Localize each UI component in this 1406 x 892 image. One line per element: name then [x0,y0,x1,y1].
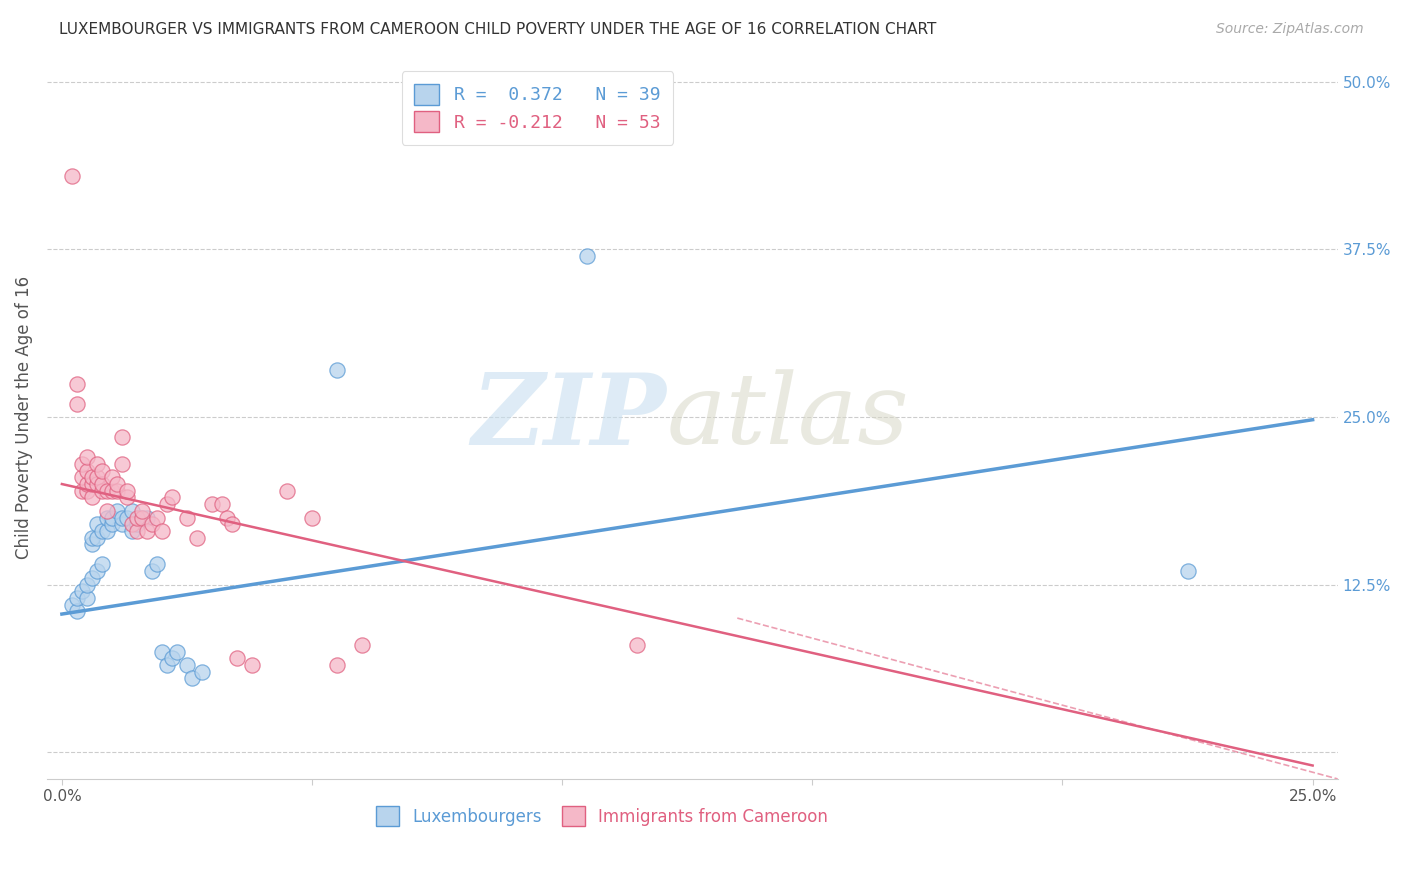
Point [80,537,103,551]
Point [66,376,89,391]
Point [70,483,93,498]
Point [626,638,648,652]
Point [111,517,134,532]
Point [66,604,89,618]
Point [125,524,148,538]
Point [96,510,118,524]
Point [90,477,112,491]
Point [60,169,83,183]
Point [101,517,124,532]
Point [60,598,83,612]
Point [101,470,124,484]
Text: atlas: atlas [666,369,910,465]
Text: LUXEMBOURGER VS IMMIGRANTS FROM CAMEROON CHILD POVERTY UNDER THE AGE OF 16 CORRE: LUXEMBOURGER VS IMMIGRANTS FROM CAMEROON… [59,22,936,37]
Point [76,483,98,498]
Point [90,524,112,538]
Point [131,504,153,518]
Point [1177,564,1199,578]
Point [125,517,148,532]
Point [215,510,238,524]
Point [146,558,169,572]
Point [80,531,103,545]
Point [90,558,112,572]
Point [176,658,198,673]
Point [96,524,118,538]
Point [201,497,224,511]
Point [76,577,98,591]
Point [86,517,108,532]
Point [156,658,179,673]
Point [136,510,159,524]
Point [226,651,249,665]
Point [96,504,118,518]
Point [76,464,98,478]
Point [131,510,153,524]
Point [326,658,349,673]
Point [105,477,128,491]
Point [166,644,188,658]
Point [276,483,298,498]
Point [80,470,103,484]
Point [141,517,163,532]
Point [115,510,138,524]
Text: Source: ZipAtlas.com: Source: ZipAtlas.com [1216,22,1364,37]
Point [90,464,112,478]
Point [150,524,173,538]
Point [86,470,108,484]
Point [121,517,143,532]
Point [76,477,98,491]
Legend: Luxembourgers, Immigrants from Cameroon: Luxembourgers, Immigrants from Cameroon [366,797,838,836]
Point [352,638,374,652]
Point [125,510,148,524]
Point [121,524,143,538]
Point [111,457,134,471]
Point [70,470,93,484]
Point [326,363,349,377]
Point [176,510,198,524]
Point [105,504,128,518]
Point [101,510,124,524]
Point [80,571,103,585]
Point [96,483,118,498]
Point [576,249,599,263]
Point [111,510,134,524]
Point [86,457,108,471]
Point [76,450,98,465]
Point [70,584,93,599]
Point [186,531,208,545]
Y-axis label: Child Poverty Under the Age of 16: Child Poverty Under the Age of 16 [15,276,32,558]
Point [76,591,98,605]
Point [136,524,159,538]
Point [86,564,108,578]
Point [105,483,128,498]
Point [115,491,138,505]
Point [160,491,183,505]
Point [111,430,134,444]
Point [70,457,93,471]
Point [86,477,108,491]
Point [211,497,233,511]
Point [160,651,183,665]
Point [115,483,138,498]
Point [101,483,124,498]
Point [146,510,169,524]
Text: ZIP: ZIP [471,368,666,466]
Point [121,504,143,518]
Point [131,510,153,524]
Point [240,658,263,673]
Point [141,564,163,578]
Point [150,644,173,658]
Point [301,510,323,524]
Point [86,531,108,545]
Point [181,672,204,686]
Point [80,477,103,491]
Point [66,591,89,605]
Point [66,396,89,410]
Point [156,497,179,511]
Point [191,665,214,679]
Point [221,517,243,532]
Point [80,491,103,505]
Point [90,483,112,498]
